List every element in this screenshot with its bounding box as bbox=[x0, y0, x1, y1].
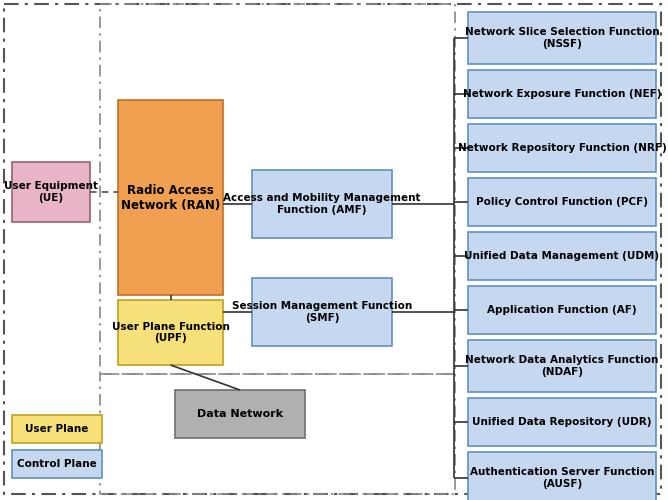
FancyBboxPatch shape bbox=[12, 162, 90, 222]
Text: Network Exposure Function (NEF): Network Exposure Function (NEF) bbox=[463, 89, 661, 99]
FancyBboxPatch shape bbox=[468, 178, 656, 226]
Text: User Equipment
(UE): User Equipment (UE) bbox=[4, 181, 98, 203]
FancyBboxPatch shape bbox=[118, 100, 223, 295]
Text: Radio Access
Network (RAN): Radio Access Network (RAN) bbox=[121, 184, 220, 212]
Text: Network Data Analytics Function
(NDAF): Network Data Analytics Function (NDAF) bbox=[466, 355, 659, 377]
FancyBboxPatch shape bbox=[468, 124, 656, 172]
Text: Unified Data Repository (UDR): Unified Data Repository (UDR) bbox=[472, 417, 652, 427]
FancyBboxPatch shape bbox=[468, 286, 656, 334]
Text: Authentication Server Function
(AUSF): Authentication Server Function (AUSF) bbox=[470, 467, 654, 489]
FancyBboxPatch shape bbox=[12, 450, 102, 478]
FancyBboxPatch shape bbox=[468, 398, 656, 446]
FancyBboxPatch shape bbox=[252, 278, 392, 346]
Text: User Plane Function
(UPF): User Plane Function (UPF) bbox=[112, 322, 229, 344]
FancyBboxPatch shape bbox=[118, 300, 223, 365]
FancyBboxPatch shape bbox=[468, 70, 656, 118]
Text: Network Slice Selection Function
(NSSF): Network Slice Selection Function (NSSF) bbox=[465, 27, 659, 49]
Text: Session Management Function
(SMF): Session Management Function (SMF) bbox=[232, 301, 412, 323]
FancyBboxPatch shape bbox=[12, 415, 102, 443]
Text: Data Network: Data Network bbox=[197, 409, 283, 419]
Text: Network Repository Function (NRF): Network Repository Function (NRF) bbox=[458, 143, 667, 153]
Text: Application Function (AF): Application Function (AF) bbox=[487, 305, 637, 315]
Text: Unified Data Management (UDM): Unified Data Management (UDM) bbox=[464, 251, 659, 261]
FancyBboxPatch shape bbox=[175, 390, 305, 438]
Text: Access and Mobility Management
Function (AMF): Access and Mobility Management Function … bbox=[223, 193, 421, 215]
FancyBboxPatch shape bbox=[468, 340, 656, 392]
FancyBboxPatch shape bbox=[468, 12, 656, 64]
Text: Policy Control Function (PCF): Policy Control Function (PCF) bbox=[476, 197, 648, 207]
FancyBboxPatch shape bbox=[468, 452, 656, 500]
FancyBboxPatch shape bbox=[252, 170, 392, 238]
FancyBboxPatch shape bbox=[468, 232, 656, 280]
Text: User Plane: User Plane bbox=[25, 424, 89, 434]
Text: Control Plane: Control Plane bbox=[17, 459, 97, 469]
